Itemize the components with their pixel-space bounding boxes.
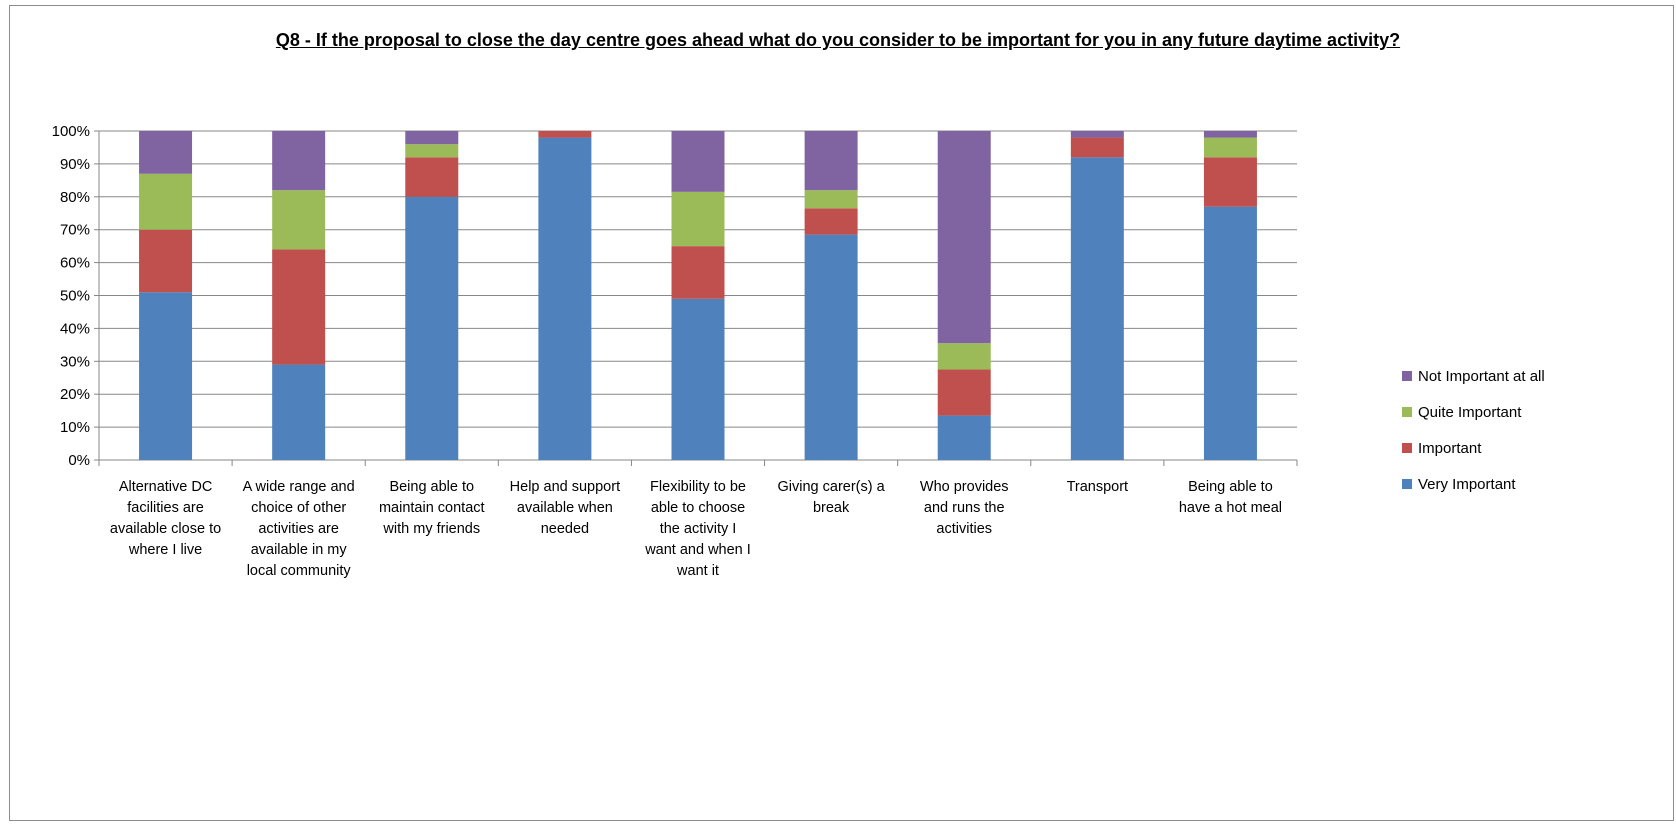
x-category-label-line: want it — [676, 563, 719, 579]
bar-segment-important — [139, 229, 193, 293]
y-tick-label: 20% — [60, 386, 90, 403]
bar-segment-important — [671, 246, 725, 299]
x-category-label-line: break — [813, 500, 850, 516]
legend-swatch — [1402, 407, 1412, 417]
bar-segment-very-important — [139, 292, 193, 460]
x-category-label-line: local community — [247, 563, 352, 579]
y-tick-label: 80% — [60, 189, 90, 206]
bar-segment-very-important — [937, 415, 991, 460]
bar-segment-quite-important — [671, 191, 725, 247]
bar-segment-not-important-at-all — [804, 131, 858, 191]
bar-segment-very-important — [804, 234, 858, 460]
y-tick-label: 30% — [60, 353, 90, 370]
chart-title: Q8 - If the proposal to close the day ce… — [275, 30, 1401, 50]
x-category-label-line: available when — [517, 500, 613, 516]
y-tick-label: 70% — [60, 222, 90, 239]
x-category-label-line: A wide range and — [243, 479, 355, 495]
x-category-label: Alternative DC facilities are available cl… — [110, 479, 221, 558]
x-category-label: Being able to have a hot meal — [1179, 479, 1282, 516]
bar-segment-important — [538, 131, 592, 138]
bar-segment-quite-important — [139, 173, 193, 230]
x-category-label-line: want and when I — [644, 542, 751, 558]
x-category-label: Giving carer(s) a break — [778, 479, 886, 516]
legend-label: Important — [1418, 440, 1482, 457]
legend-label: Very Important — [1418, 476, 1516, 493]
x-category-label-line: facilities are — [127, 500, 204, 516]
bar-segment-important — [405, 157, 459, 197]
y-tick-label: 60% — [60, 255, 90, 272]
x-category-label: Transport — [1067, 479, 1129, 495]
x-category-label-line: activities are — [258, 521, 339, 537]
y-tick-label: 100% — [52, 123, 90, 140]
bar-segment-very-important — [272, 364, 326, 460]
x-category-label-line: maintain contact — [379, 500, 485, 516]
bar-segment-very-important — [1070, 157, 1124, 460]
x-category-label-line: Giving carer(s) a — [778, 479, 886, 495]
legend-label: Quite Important — [1418, 404, 1522, 421]
x-category-label: Being able to maintain contact with my fri… — [379, 479, 485, 537]
bar-segment-not-important-at-all — [1203, 131, 1257, 138]
x-category-label: Who provides and runs the activities — [920, 479, 1009, 537]
bar-segment-not-important-at-all — [272, 131, 326, 191]
bar-segment-quite-important — [405, 144, 459, 158]
x-category-label: A wide range and choice of other activitie… — [243, 479, 355, 579]
x-category-label-line: where I live — [128, 542, 202, 558]
bar-segment-important — [804, 208, 858, 235]
legend-swatch — [1402, 479, 1412, 489]
y-tick-label: 40% — [60, 320, 90, 337]
bar-segment-quite-important — [1203, 137, 1257, 158]
bar-segment-not-important-at-all — [405, 131, 459, 145]
x-category-label-line: activities — [936, 521, 992, 537]
x-category-label-line: Being able to — [389, 479, 474, 495]
bar-segment-very-important — [1203, 206, 1257, 460]
x-category-label: Help and support available when needed — [510, 479, 620, 537]
bar-segment-important — [1070, 137, 1124, 158]
bar-segment-very-important — [538, 137, 592, 460]
bar-segment-not-important-at-all — [671, 131, 725, 192]
bar-segment-important — [272, 249, 326, 365]
bar-segment-not-important-at-all — [937, 131, 991, 344]
bar-segment-not-important-at-all — [139, 131, 193, 174]
legend-label: Not Important at all — [1418, 368, 1545, 385]
bar-segment-important — [937, 369, 991, 416]
x-category-label-line: Being able to — [1188, 479, 1273, 495]
y-tick-label: 10% — [60, 419, 90, 436]
x-category-label-line: choice of other — [251, 500, 346, 516]
y-tick-label: 90% — [60, 156, 90, 173]
x-category-label-line: available in my — [251, 542, 348, 558]
bar-segment-quite-important — [937, 343, 991, 370]
bar-segment-very-important — [671, 298, 725, 460]
y-tick-label: 50% — [60, 288, 90, 305]
bar-segment-not-important-at-all — [1070, 131, 1124, 138]
x-category-label-line: Help and support — [510, 479, 620, 495]
x-category-label-line: have a hot meal — [1179, 500, 1282, 516]
bar-segment-very-important — [405, 196, 459, 461]
legend-swatch — [1402, 371, 1412, 381]
x-category-label-line: able to choose — [651, 500, 745, 516]
x-category-label-line: Transport — [1067, 479, 1129, 495]
x-category-label-line: the activity I — [660, 521, 737, 537]
x-category-label-line: and runs the — [924, 500, 1005, 516]
x-category-label-line: needed — [541, 521, 589, 537]
bar-segment-quite-important — [272, 190, 326, 250]
y-tick-label: 0% — [68, 452, 90, 469]
x-category-label-line: Alternative DC — [119, 479, 212, 495]
bar-segment-quite-important — [804, 190, 858, 209]
legend-swatch — [1402, 443, 1412, 453]
x-category-label-line: available close to — [110, 521, 221, 537]
x-category-label-line: Who provides — [920, 479, 1009, 495]
x-category-label: Flexibility to be able to choose the activ… — [644, 479, 751, 579]
x-category-label-line: with my friends — [382, 521, 480, 537]
x-category-label-line: Flexibility to be — [650, 479, 746, 495]
bar-segment-important — [1203, 157, 1257, 207]
